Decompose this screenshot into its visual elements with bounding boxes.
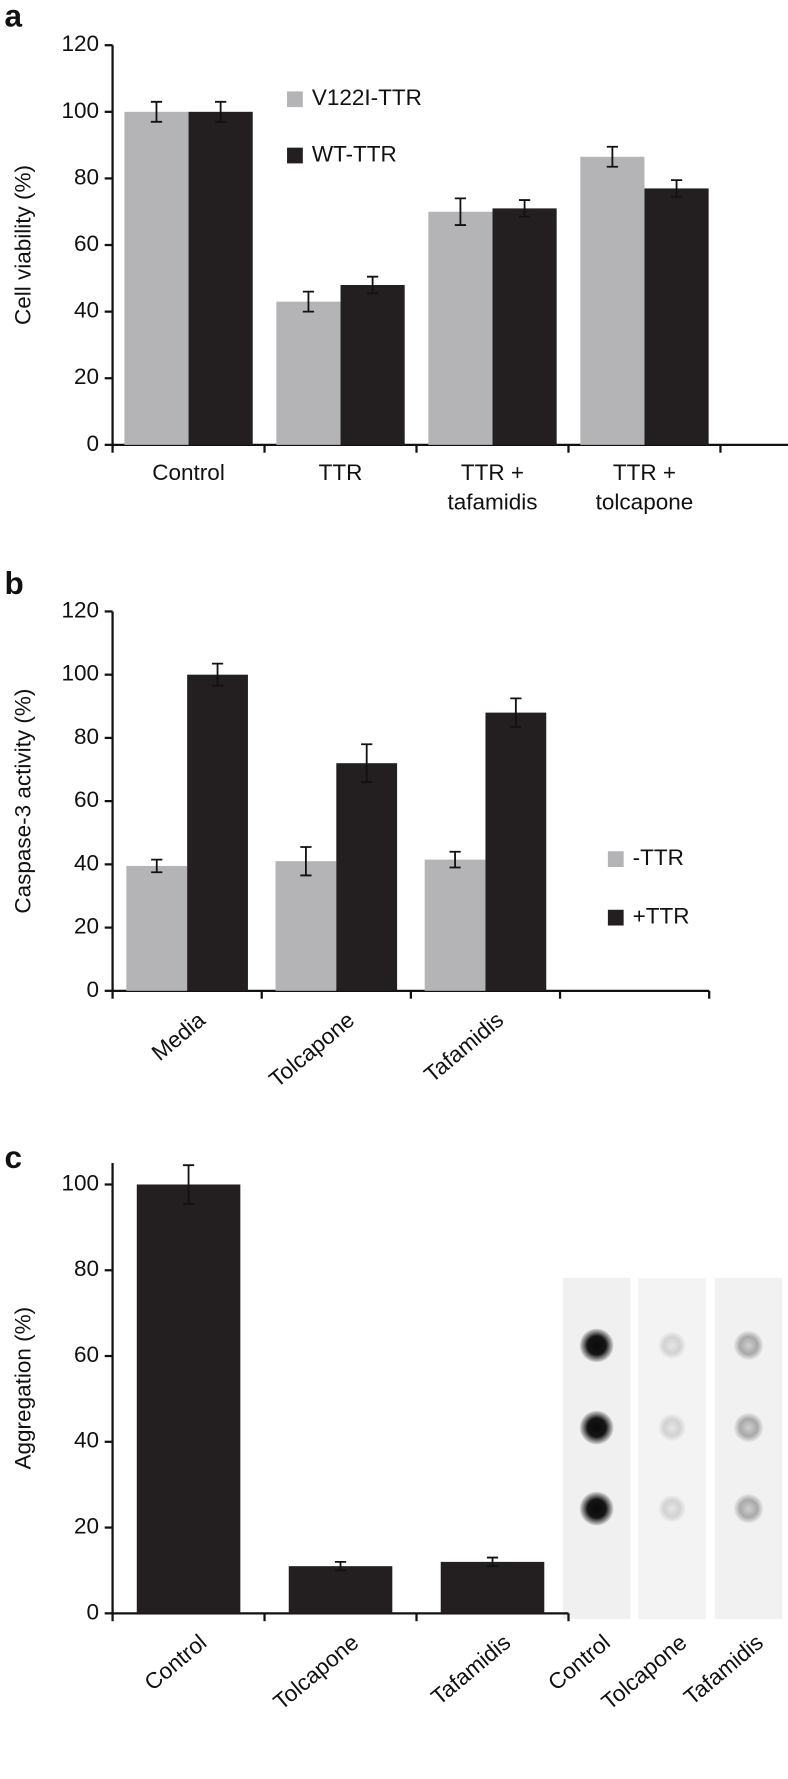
x-tick-label: Tafamidis bbox=[419, 1007, 508, 1087]
y-tick-label: 120 bbox=[62, 597, 100, 622]
y-tick-label: 0 bbox=[87, 977, 100, 1002]
y-axis-title: Cell viability (%) bbox=[11, 165, 36, 325]
y-tick-label: 80 bbox=[74, 724, 99, 749]
bar bbox=[188, 111, 253, 445]
bar bbox=[136, 1184, 241, 1614]
x-tick-label: Control bbox=[140, 1630, 212, 1696]
error-bar bbox=[449, 850, 461, 869]
y-tick-label: 60 bbox=[74, 1342, 99, 1367]
bar bbox=[187, 674, 248, 991]
bar bbox=[492, 208, 557, 445]
y-tick-label: 0 bbox=[87, 431, 100, 456]
bar bbox=[644, 188, 709, 445]
bar bbox=[485, 712, 547, 991]
bar bbox=[428, 211, 493, 445]
y-tick-label: 100 bbox=[62, 98, 100, 123]
y-axis-title: Aggregation (%) bbox=[11, 1307, 36, 1470]
error-bar bbox=[151, 858, 163, 874]
error-bar bbox=[518, 199, 531, 218]
error-bar bbox=[334, 1560, 347, 1572]
blot-label: Tafamidis bbox=[679, 1630, 768, 1710]
x-tick-label: tolcapone bbox=[596, 489, 694, 514]
error-bar bbox=[454, 197, 467, 226]
dot-blot bbox=[562, 1277, 783, 1619]
error-bar bbox=[670, 179, 683, 198]
bar bbox=[424, 859, 486, 991]
bar bbox=[124, 111, 189, 445]
legend-label: WT-TTR bbox=[312, 141, 397, 166]
x-tick-label: TTR bbox=[319, 460, 363, 485]
error-bar bbox=[510, 697, 522, 728]
error-bar bbox=[211, 662, 224, 687]
bar bbox=[126, 865, 188, 991]
y-tick-label: 20 bbox=[74, 1514, 99, 1539]
x-tick-label: Control bbox=[152, 460, 225, 485]
x-tick-label: Tolcapone bbox=[264, 1007, 359, 1092]
y-tick-label: 60 bbox=[74, 231, 99, 256]
x-tick-label: TTR + bbox=[613, 460, 676, 485]
bar bbox=[440, 1561, 545, 1614]
legend-swatch bbox=[607, 851, 624, 867]
legend-label: +TTR bbox=[633, 904, 690, 929]
legend-label: -TTR bbox=[633, 845, 684, 870]
legend-swatch bbox=[607, 909, 624, 926]
y-tick-label: 40 bbox=[74, 1428, 99, 1453]
legend-swatch bbox=[287, 147, 303, 164]
y-tick-label: 80 bbox=[74, 1256, 99, 1281]
bar bbox=[580, 156, 645, 445]
y-tick-label: 20 bbox=[74, 364, 99, 389]
x-tick-label: Tafamidis bbox=[426, 1630, 515, 1710]
x-tick-label: TTR + bbox=[461, 460, 524, 485]
legend-label: V122I-TTR bbox=[312, 85, 422, 110]
bar bbox=[336, 763, 398, 991]
y-tick-label: 120 bbox=[62, 31, 100, 56]
y-tick-label: 20 bbox=[74, 914, 99, 939]
error-bar bbox=[606, 145, 619, 168]
panel-label: c bbox=[5, 1139, 23, 1175]
blot-label: Tolcapone bbox=[597, 1630, 692, 1715]
error-bar bbox=[215, 100, 227, 123]
bar bbox=[275, 861, 337, 991]
bar bbox=[276, 301, 341, 445]
y-tick-label: 40 bbox=[74, 298, 99, 323]
error-bar bbox=[366, 275, 379, 295]
bar bbox=[340, 284, 405, 445]
x-tick-label: Tolcapone bbox=[269, 1630, 364, 1715]
error-bar bbox=[302, 290, 315, 313]
y-tick-label: 40 bbox=[74, 850, 99, 875]
y-tick-label: 100 bbox=[62, 1170, 100, 1195]
blot-label: Control bbox=[543, 1630, 615, 1696]
bar bbox=[288, 1566, 393, 1614]
error-bar bbox=[361, 743, 373, 784]
panel-label: b bbox=[5, 565, 24, 601]
y-tick-label: 80 bbox=[74, 164, 99, 189]
y-tick-label: 0 bbox=[87, 1599, 100, 1624]
y-tick-label: 60 bbox=[74, 787, 99, 812]
y-tick-label: 100 bbox=[62, 661, 100, 686]
y-axis-title: Caspase-3 activity (%) bbox=[11, 689, 36, 914]
x-tick-label: Media bbox=[147, 1007, 210, 1066]
error-bar bbox=[150, 100, 163, 123]
legend-swatch bbox=[287, 91, 303, 108]
error-bar bbox=[182, 1164, 195, 1205]
panel-label: a bbox=[5, 0, 23, 34]
error-bar bbox=[300, 846, 312, 877]
x-tick-label: tafamidis bbox=[447, 489, 537, 514]
error-bar bbox=[486, 1556, 499, 1568]
